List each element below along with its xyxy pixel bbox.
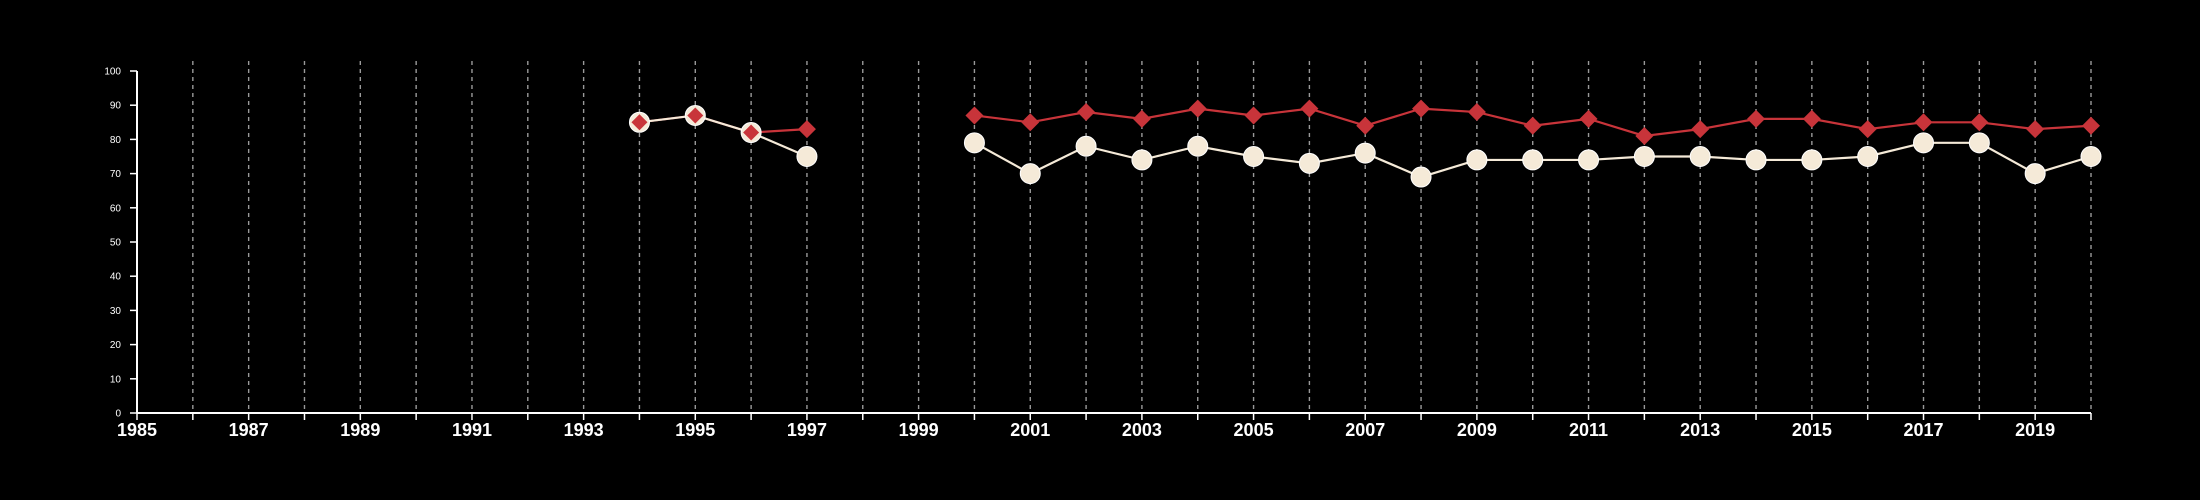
y-tick-label-10: 10 (110, 374, 122, 385)
diamond-point-2015 (1802, 109, 1821, 128)
x-tick-label-1997: 1997 (787, 420, 827, 440)
x-tick-label-1993: 1993 (564, 420, 604, 440)
circle-point-2020 (2080, 146, 2102, 167)
x-tick-label-2009: 2009 (1457, 420, 1497, 440)
circle-point-2016 (1857, 146, 1879, 167)
circle-point-2002 (1075, 135, 1097, 157)
diamond-point-2012 (1635, 126, 1654, 145)
diamond-point-2007 (1356, 116, 1375, 135)
diamond-point-2002 (1077, 103, 1096, 122)
y-tick-label-80: 80 (110, 135, 122, 146)
diamond-point-2020 (2082, 116, 2100, 135)
diamond-point-2017 (1914, 113, 1933, 132)
x-tick-label-1987: 1987 (229, 420, 269, 440)
diamond-point-2018 (1970, 113, 1989, 132)
y-tick-label-50: 50 (110, 238, 122, 249)
circle-point-2018 (1968, 132, 1990, 154)
circle-point-2009 (1466, 149, 1488, 171)
diamond-point-2000 (965, 106, 984, 125)
diamond-point-2006 (1300, 99, 1319, 118)
x-tick-label-2001: 2001 (1010, 420, 1050, 440)
x-tick-label-2019: 2019 (2015, 420, 2055, 440)
circle-point-2005 (1243, 146, 1265, 167)
circle-point-2019 (2024, 163, 2046, 185)
y-tick-label-100: 100 (104, 67, 121, 78)
x-tick-label-2011: 2011 (1569, 420, 1608, 440)
overlap-diamond-1995 (687, 107, 704, 124)
diamond-point-1997 (797, 120, 816, 139)
circle-point-2000 (963, 132, 985, 154)
x-tick-label-2017: 2017 (1903, 420, 1943, 440)
overlap-markers (631, 107, 760, 141)
circle-point-2006 (1298, 152, 1320, 174)
overlap-diamond-1996 (743, 124, 760, 141)
y-tick-label-90: 90 (110, 101, 122, 112)
x-tick-label-1991: 1991 (452, 420, 492, 440)
x-tick-label-2013: 2013 (1680, 420, 1720, 440)
circle-point-2001 (1019, 163, 1041, 185)
y-tick-label-20: 20 (110, 340, 122, 351)
x-tick-label-2005: 2005 (1234, 420, 1274, 440)
series-circle-line-segment-0 (639, 114, 808, 158)
diamond-point-2008 (1412, 99, 1431, 118)
diamond-point-2004 (1188, 99, 1207, 118)
series-circle (628, 104, 2102, 188)
diamond-point-2013 (1691, 120, 1710, 139)
diamond-point-2019 (2026, 120, 2045, 139)
diamond-point-2005 (1244, 106, 1263, 125)
circle-point-2004 (1187, 135, 1209, 157)
y-tick-label-0: 0 (115, 409, 121, 420)
x-tick-label-2007: 2007 (1345, 420, 1385, 440)
circle-point-2010 (1522, 149, 1544, 171)
diamond-point-2010 (1523, 116, 1542, 135)
circle-point-1997 (796, 146, 818, 167)
circle-point-2012 (1633, 146, 1655, 167)
data-series (628, 99, 2102, 188)
circle-point-2007 (1354, 142, 1376, 164)
circle-point-2014 (1745, 149, 1767, 171)
x-tick-label-1989: 1989 (340, 420, 380, 440)
x-tick-label-2003: 2003 (1122, 420, 1162, 440)
diamond-point-2014 (1747, 109, 1766, 128)
x-tick-label-1995: 1995 (675, 420, 715, 440)
axes (130, 70, 2092, 420)
x-tick-label-1985: 1985 (117, 420, 157, 440)
y-tick-label-60: 60 (110, 203, 122, 214)
y-tick-label-30: 30 (110, 306, 122, 317)
tick-labels: 0 10 20 30 40 50 60 70 80 90 100 1985 1987 1989 1991 19… (104, 67, 2055, 441)
x-tick-label-1999: 1999 (899, 420, 939, 440)
circle-point-2013 (1689, 146, 1711, 167)
diamond-point-2009 (1467, 103, 1486, 122)
circle-point-2011 (1578, 149, 1600, 171)
circle-point-2017 (1913, 132, 1935, 154)
diamond-point-2001 (1021, 113, 1040, 132)
x-tick-label-2015: 2015 (1792, 420, 1832, 440)
overlap-diamond-1994 (631, 114, 648, 131)
diamond-point-2011 (1579, 109, 1598, 128)
diamond-point-2016 (1858, 120, 1877, 139)
circle-point-2003 (1131, 149, 1153, 171)
y-tick-label-40: 40 (110, 272, 122, 283)
circle-point-2008 (1410, 166, 1432, 188)
diamond-point-2003 (1132, 109, 1151, 128)
y-tick-label-70: 70 (110, 169, 122, 180)
circle-point-2015 (1801, 149, 1823, 171)
